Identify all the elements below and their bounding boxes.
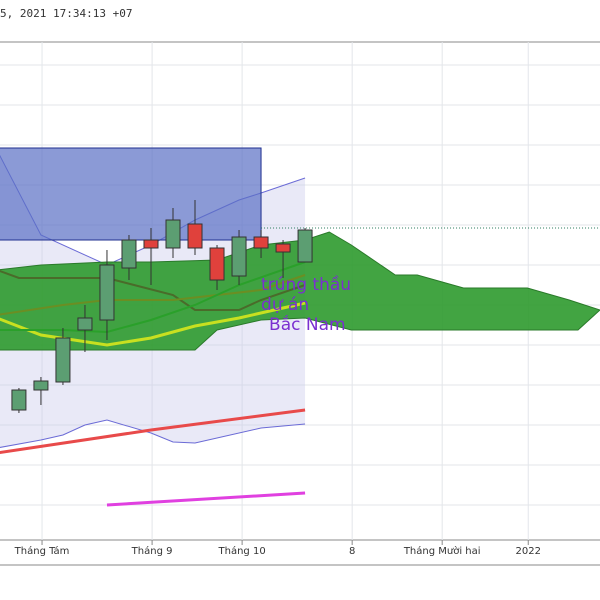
indicator-line: [106, 491, 306, 507]
x-tick-label: 2022: [516, 546, 541, 557]
candle-body: [297, 229, 313, 263]
indicator-line: [0, 408, 306, 455]
x-tick-label: Tháng 9: [131, 545, 173, 557]
band-lower: [0, 419, 306, 448]
range-box: [0, 147, 262, 241]
indicator-line: [0, 274, 306, 316]
x-tick-label: Tháng Tám: [14, 545, 70, 557]
cloud-edge: [0, 309, 600, 351]
x-tick-label: Tháng Mười hai: [403, 545, 481, 557]
candle-body: [209, 247, 225, 281]
candle-body: [33, 380, 49, 391]
candle-body: [253, 236, 269, 249]
candle-body: [77, 317, 93, 331]
annotation: dự án: [261, 295, 309, 315]
candle-body: [121, 239, 137, 269]
candle-body: [99, 264, 115, 321]
annotation: trúng thầu: [261, 274, 351, 295]
x-tick-label: 8: [349, 546, 355, 557]
x-tick-label: Tháng 10: [218, 545, 266, 557]
candle-body: [143, 239, 159, 249]
indicator-line: [0, 270, 306, 311]
annotation: Bắc Nam: [269, 314, 346, 335]
candle-body: [231, 236, 247, 277]
candle-body: [11, 389, 27, 411]
candle-body: [187, 223, 203, 249]
indicator-line: [0, 301, 306, 347]
timestamp: 5, 2021 17:34:13 +07: [0, 7, 132, 20]
candle-body: [275, 243, 291, 253]
candle-body: [55, 337, 71, 383]
candle-body: [165, 219, 181, 249]
